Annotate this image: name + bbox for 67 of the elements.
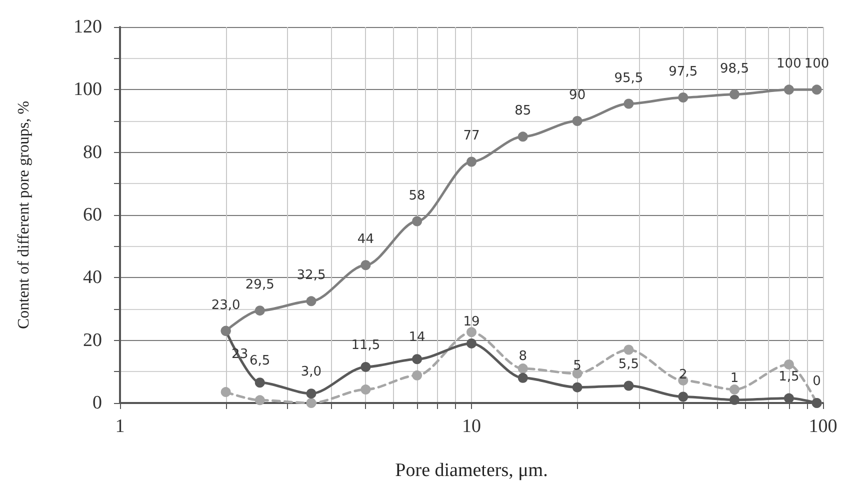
point xyxy=(572,116,582,126)
point xyxy=(730,384,740,395)
point xyxy=(518,372,528,383)
point xyxy=(466,156,476,167)
point xyxy=(306,388,316,399)
point xyxy=(518,364,528,374)
data-label: 29,5 xyxy=(245,278,274,293)
point xyxy=(572,368,582,379)
y-tick-label: 120 xyxy=(74,16,102,38)
y-tick-label: 40 xyxy=(83,267,102,288)
point xyxy=(466,327,476,338)
y-tick-label: 60 xyxy=(83,204,102,226)
data-label: 23,0 xyxy=(211,298,240,313)
y-tick-label: 0 xyxy=(92,392,102,414)
data-label: 85 xyxy=(514,104,532,119)
point xyxy=(624,98,634,109)
data-label: 1 xyxy=(730,370,739,386)
point xyxy=(730,394,740,405)
point xyxy=(624,344,634,355)
point xyxy=(360,260,371,270)
point xyxy=(306,398,316,408)
data-label: 77 xyxy=(463,128,480,144)
data-label: 98,5 xyxy=(720,61,749,76)
point xyxy=(784,359,794,370)
x-tick-label: 10 xyxy=(462,416,481,437)
y-tick-label: 80 xyxy=(83,142,102,163)
data-label: 8 xyxy=(518,348,528,364)
point xyxy=(412,370,422,380)
point xyxy=(306,296,316,306)
point xyxy=(360,384,371,395)
x-axis-title: Pore diameters, μm. xyxy=(395,460,548,481)
point xyxy=(624,380,634,391)
data-label: 0 xyxy=(812,374,821,389)
data-label: 6,5 xyxy=(250,354,270,369)
data-label: 95,5 xyxy=(614,70,644,86)
data-label: 19 xyxy=(463,314,480,330)
data-label: 5 xyxy=(573,358,582,374)
point xyxy=(518,132,528,142)
data-label: 11,5 xyxy=(351,338,380,353)
x-tick-label: 100 xyxy=(808,416,838,437)
data-label: 97,5 xyxy=(668,64,698,80)
point xyxy=(254,306,265,316)
data-label: 2 xyxy=(678,368,688,383)
point xyxy=(572,382,582,392)
data-label: 3,0 xyxy=(300,364,322,380)
data-label: 100 xyxy=(804,56,830,72)
data-label: 90 xyxy=(569,88,586,103)
point xyxy=(254,395,265,406)
point xyxy=(360,362,371,372)
data-label: 1,5 xyxy=(778,369,800,384)
x-tick-label: 1 xyxy=(115,416,125,437)
data-label: 58 xyxy=(408,188,426,204)
y-axis-title: Content of different pore groups, % xyxy=(16,100,32,330)
point xyxy=(466,338,476,348)
y-tick-label: 100 xyxy=(74,79,102,100)
y-tick-label: 20 xyxy=(83,330,102,351)
data-label: 5,5 xyxy=(618,356,640,372)
point xyxy=(678,92,688,102)
point xyxy=(784,393,794,404)
point xyxy=(412,216,422,226)
point xyxy=(412,354,422,364)
data-label: 100 xyxy=(776,56,802,72)
point xyxy=(254,378,265,388)
point xyxy=(784,84,794,95)
data-label: 44 xyxy=(357,232,374,248)
point xyxy=(678,392,688,402)
point xyxy=(730,89,740,100)
